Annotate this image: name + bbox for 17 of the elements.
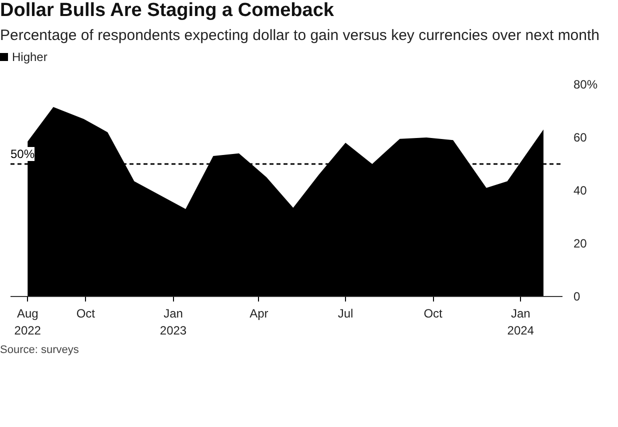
y-tick-label: 80%: [574, 77, 598, 92]
y-tick-label: 0: [574, 289, 580, 304]
x-tick-label: Aug 2022: [14, 306, 42, 338]
y-tick-label: 40: [574, 183, 588, 198]
y-tick-label: 20: [574, 236, 588, 250]
legend-label: Higher: [11, 48, 48, 66]
ref-line-label: 50%: [10, 146, 35, 161]
y-tick-label: 60: [574, 130, 588, 144]
chart-subtitle: Percentage of respondents expecting dollar to gain versus key currencies over next month: [0, 26, 600, 45]
x-tick-label: Jan 2024: [507, 306, 534, 338]
x-tick-label: Jul: [338, 306, 354, 320]
x-tick-label: Oct: [424, 306, 444, 320]
x-tick-label: Apr: [250, 306, 268, 320]
x-tick-label: Jan 2023: [160, 306, 187, 338]
x-tick-label: Oct: [76, 306, 96, 320]
chart-title: Dollar Bulls Are Staging a Comeback: [0, 0, 334, 23]
source-note: Source: surveys: [0, 344, 79, 358]
